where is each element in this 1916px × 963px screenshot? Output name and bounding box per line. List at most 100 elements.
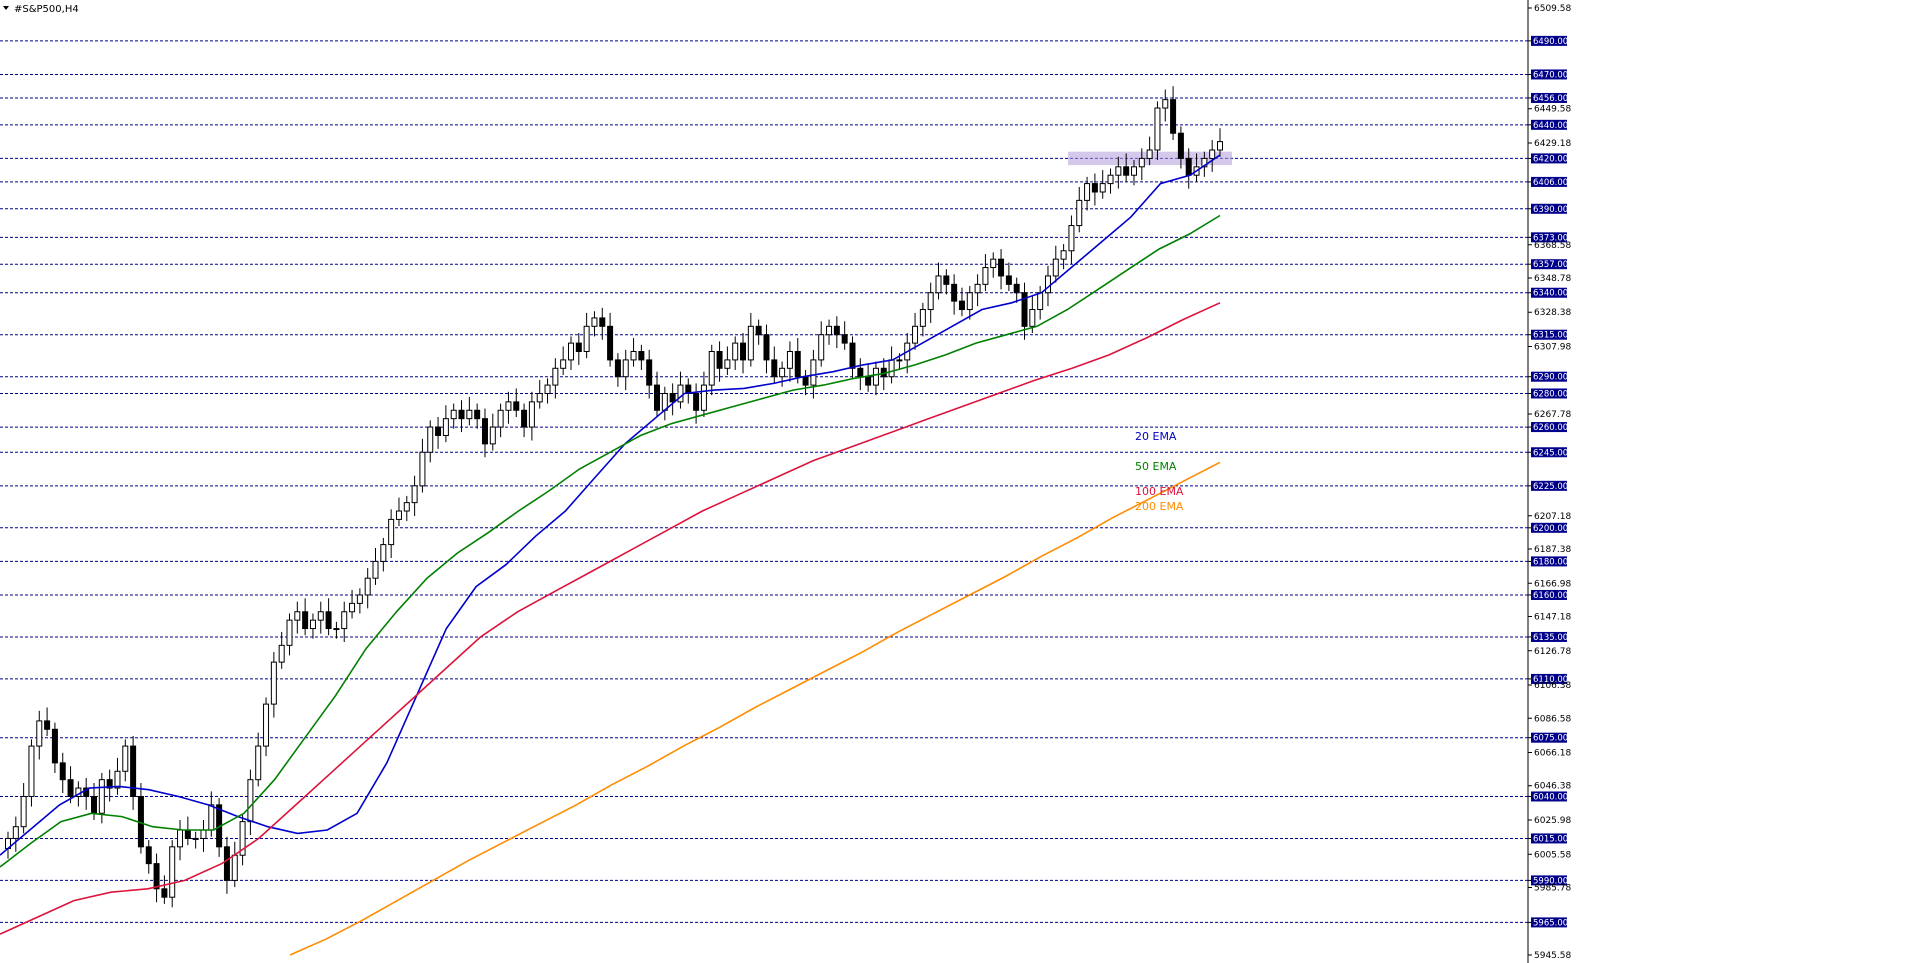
candle-body-85 [669,392,676,403]
candle-body-15 [122,745,129,772]
y-tick-label-6: 6429.18 [1534,139,1571,149]
candle-body-46 [364,577,371,596]
candle-body-13 [106,779,113,789]
candle-body-7 [59,762,66,781]
candle-body-65 [513,401,520,411]
candle-body-150 [1177,132,1184,159]
candle-body-149 [1170,99,1177,134]
level-label-bg-7 [1531,153,1567,164]
level-label-bg-25 [1531,522,1567,533]
y-tick-label-5: 6440.00 [1533,121,1568,131]
candle-body-153 [1201,157,1208,168]
candle-body-60 [474,409,481,420]
candle-body-82 [646,359,653,386]
candle-body-77 [607,325,614,361]
y-tick-label-37: 6066.18 [1534,749,1571,759]
candle-body-140 [1099,183,1106,193]
candle-body-21 [169,846,176,898]
candle-body-117 [919,309,926,327]
candle-body-148 [1162,99,1169,109]
level-label-bg-43 [1531,875,1567,886]
candle-body-61 [481,418,488,445]
y-tick-label-4: 6449.58 [1534,105,1571,115]
candle-body-70 [552,367,559,386]
candle-body-95 [747,325,754,361]
candle-body-53 [419,451,426,487]
y-tick-label-38: 6046.38 [1534,782,1571,792]
candle-body-56 [442,418,449,436]
candle-body-74 [583,325,590,353]
candle-body-89 [700,384,707,411]
candle-body-4 [36,720,43,747]
level-label-bg-3 [1531,92,1567,103]
candle-body-93 [732,342,739,361]
candle-body-26 [208,804,215,831]
level-label-bg-2 [1531,69,1567,80]
candle-body-133 [1044,275,1051,294]
candle-body-132 [1037,292,1044,311]
candle-body-11 [91,795,98,814]
y-tick-label-17: 6307.98 [1534,343,1571,353]
y-tick-label-8: 6406.00 [1533,178,1568,188]
candle-body-43 [341,611,348,630]
candle-body-51 [403,502,410,512]
candle-body-131 [1029,309,1036,327]
y-tick-label-0: 6509.58 [1534,4,1571,14]
level-label-bg-45 [1531,917,1567,928]
candle-body-147 [1154,107,1161,151]
y-tick-label-42: 6005.58 [1534,850,1571,860]
candle-body-97 [763,334,770,361]
level-label-bg-14 [1531,287,1567,298]
candle-body-39 [309,619,316,630]
candle-body-94 [740,342,747,361]
candle-body-92 [724,359,731,369]
candle-body-137 [1076,199,1083,227]
y-tick-label-43: 5990.00 [1533,876,1568,886]
candle-body-134 [1052,258,1059,277]
y-tick-label-31: 6135.00 [1533,633,1568,643]
y-tick-label-12: 6357.00 [1533,260,1568,270]
y-tick-label-45: 5965.00 [1533,918,1568,928]
candle-body-88 [693,392,700,411]
candle-body-41 [325,611,332,630]
horizontal-levels [0,40,1528,923]
y-tick-label-26: 6187.38 [1534,545,1571,555]
y-tick-label-20: 6267.78 [1534,410,1571,420]
level-label-bg-19 [1531,388,1567,399]
y-tick-label-35: 6086.58 [1534,714,1571,724]
level-label-bg-21 [1531,422,1567,433]
candle-body-59 [466,409,473,420]
y-tick-label-19: 6280.00 [1533,389,1568,399]
candle-body-125 [982,267,989,285]
candle-body-36 [286,619,293,646]
candle-body-64 [505,401,512,411]
ema-line-2 [0,302,1221,935]
level-label-bg-12 [1531,259,1567,270]
y-tick-label-23: 6225.00 [1533,482,1568,492]
y-tick-label-27: 6180.00 [1533,557,1568,567]
candle-body-114 [896,359,903,362]
candle-body-130 [1021,292,1028,327]
candle-body-146 [1146,149,1153,159]
y-tick-label-13: 6348.78 [1534,274,1571,284]
candle-body-14 [114,770,121,789]
ema-line-1 [0,214,1221,868]
y-tick-label-41: 6015.00 [1533,834,1568,844]
candle-body-99 [779,367,786,378]
candle-body-124 [974,283,981,294]
candle-body-23 [184,829,191,839]
candle-body-120 [943,275,950,285]
collapse-arrow-icon[interactable] [3,6,9,10]
y-tick-label-16: 6315.00 [1533,331,1568,341]
y-tick-label-11: 6368.58 [1534,241,1571,251]
candle-body-151 [1185,157,1192,176]
candle-body-50 [395,510,402,520]
y-tick-label-24: 6207.18 [1534,512,1571,522]
candle-body-29 [231,854,238,881]
y-tick-label-22: 6245.00 [1533,448,1568,458]
candle-body-49 [388,518,395,546]
candle-body-55 [435,426,442,436]
level-label-bg-10 [1531,232,1567,243]
candle-body-145 [1138,157,1145,168]
